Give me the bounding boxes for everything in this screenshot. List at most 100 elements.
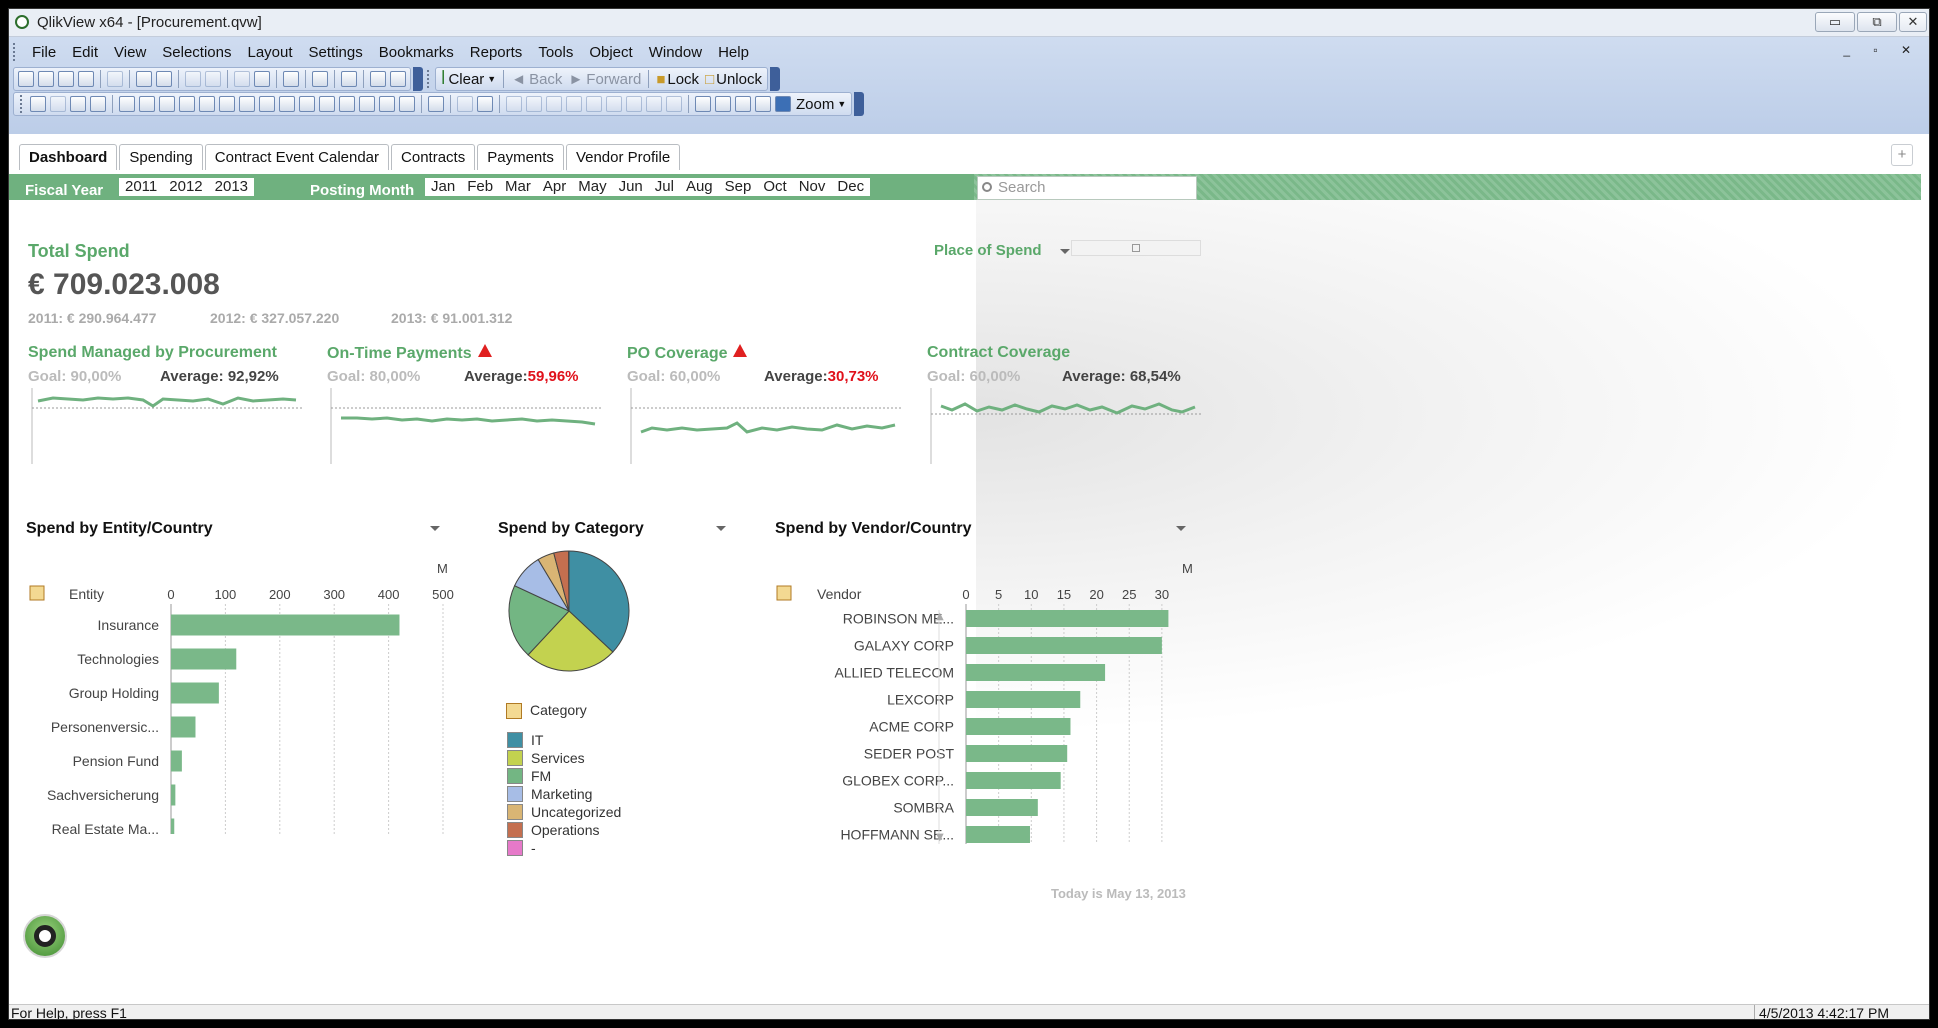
statistics-box-icon[interactable] — [139, 96, 155, 112]
toolbar-grip[interactable] — [427, 70, 431, 88]
align-bottom-icon[interactable] — [606, 96, 622, 112]
find-icon[interactable] — [234, 71, 250, 87]
search-object-icon[interactable] — [359, 96, 375, 112]
search-input[interactable]: Search — [977, 176, 1197, 200]
move-sheet-icon[interactable] — [70, 96, 86, 112]
checkbox-icon[interactable] — [1132, 244, 1140, 252]
month-apr[interactable]: Apr — [542, 178, 567, 195]
document-properties-icon[interactable] — [90, 96, 106, 112]
tab-vendor-profile[interactable]: Vendor Profile — [565, 144, 681, 170]
same-width-icon[interactable] — [666, 96, 682, 112]
add-sheet-button[interactable]: + — [1891, 144, 1913, 166]
variable-icon[interactable] — [715, 96, 731, 112]
menu-window[interactable]: Window — [648, 43, 703, 61]
format-painter-icon[interactable] — [457, 96, 473, 112]
menu-object[interactable]: Object — [589, 43, 633, 61]
toolbar-grip[interactable] — [20, 95, 24, 113]
export-icon[interactable] — [156, 71, 172, 87]
zoom-icon[interactable] — [775, 96, 791, 112]
edit-script-icon[interactable] — [136, 71, 152, 87]
multibox-icon[interactable] — [159, 96, 175, 112]
sort-icon[interactable] — [506, 703, 522, 719]
tab-spending[interactable]: Spending — [119, 144, 203, 170]
help-icon[interactable] — [370, 71, 386, 87]
undo-icon[interactable] — [185, 71, 201, 87]
lock-button[interactable]: ■ Lock — [653, 71, 702, 88]
slider-object-icon[interactable] — [319, 96, 335, 112]
toolbar-options-chevron[interactable] — [413, 67, 423, 91]
space-vertical-icon[interactable] — [646, 96, 662, 112]
grid-icon[interactable] — [477, 96, 493, 112]
month-jun[interactable]: Jun — [618, 178, 643, 195]
current-selections-icon[interactable] — [239, 96, 255, 112]
reload-icon[interactable] — [58, 71, 74, 87]
menu-view[interactable]: View — [114, 43, 147, 61]
legend-item[interactable]: IT — [507, 732, 543, 748]
menu-selections[interactable]: Selections — [162, 43, 232, 61]
save-icon[interactable] — [78, 71, 94, 87]
legend-item[interactable]: Uncategorized — [507, 804, 621, 820]
new-icon[interactable] — [18, 71, 34, 87]
menu-settings[interactable]: Settings — [308, 43, 363, 61]
chart-wizard-icon[interactable] — [283, 71, 299, 87]
month-dec[interactable]: Dec — [837, 178, 865, 195]
tab-dashboard[interactable]: Dashboard — [19, 144, 118, 170]
month-sep[interactable]: Sep — [724, 178, 752, 195]
vendor-bar-chart[interactable]: M Vendor 0 5 10 15 20 25 30 ROBINSON ME... GALAXY … — [773, 544, 1193, 844]
menu-reports[interactable]: Reports — [469, 43, 523, 61]
new-sheet-icon[interactable] — [30, 96, 46, 112]
place-of-spend-listbox[interactable] — [1071, 240, 1201, 256]
year-2011[interactable]: 2011 — [125, 178, 158, 195]
menu-help[interactable]: Help — [718, 43, 749, 61]
bookmark-star-icon[interactable] — [312, 71, 328, 87]
kpi-po-coverage[interactable]: PO Coverage Goal: 60,00% Average:30,73% — [627, 344, 927, 474]
align-middle-icon[interactable] — [586, 96, 602, 112]
properties-icon[interactable] — [341, 71, 357, 87]
minimize-button[interactable]: ▭ — [1815, 12, 1855, 32]
month-jan[interactable]: Jan — [431, 178, 456, 195]
legend-item[interactable]: Marketing — [507, 786, 592, 802]
entity-bar-chart[interactable]: M Entity 0 100 200 300 400 500 Insurance Technolo… — [26, 544, 466, 834]
redo-icon[interactable] — [205, 71, 221, 87]
bookmark-object-icon[interactable] — [339, 96, 355, 112]
month-may[interactable]: May — [578, 178, 607, 195]
chevron-down-icon[interactable] — [1176, 526, 1186, 531]
kpi-spend-managed[interactable]: Spend Managed by Procurement Goal: 90,00… — [28, 344, 328, 474]
menu-tools[interactable]: Tools — [538, 43, 574, 61]
year-2012[interactable]: 2012 — [169, 178, 203, 195]
container-icon[interactable] — [379, 96, 395, 112]
tab-payments[interactable]: Payments — [477, 144, 564, 170]
legend-item[interactable]: FM — [507, 768, 551, 784]
category-pie-chart[interactable] — [504, 546, 634, 676]
print-icon[interactable] — [107, 71, 123, 87]
listbox-icon[interactable] — [119, 96, 135, 112]
chevron-down-icon[interactable] — [1060, 249, 1070, 254]
server-objects-icon[interactable] — [428, 96, 444, 112]
clear-button[interactable]: ꟾ Clear ▼ — [438, 70, 499, 89]
custom-object-icon[interactable] — [399, 96, 415, 112]
year-2013[interactable]: 2013 — [214, 178, 249, 195]
chart-icon[interactable] — [199, 96, 215, 112]
month-jul[interactable]: Jul — [654, 178, 674, 195]
back-button[interactable]: ◄ Back — [508, 71, 565, 88]
month-nov[interactable]: Nov — [798, 178, 826, 195]
menu-bookmarks[interactable]: Bookmarks — [378, 43, 454, 61]
line-arrow-icon[interactable] — [299, 96, 315, 112]
month-feb[interactable]: Feb — [467, 178, 494, 195]
table-viewer-icon[interactable] — [755, 96, 771, 112]
align-top-icon[interactable] — [566, 96, 582, 112]
context-help-icon[interactable] — [390, 71, 406, 87]
sheet-properties-icon[interactable] — [50, 96, 66, 112]
unlock-button[interactable]: □ Unlock — [702, 71, 765, 88]
forward-button[interactable]: ► Forward — [565, 71, 644, 88]
open-icon[interactable] — [38, 71, 54, 87]
alerts-icon[interactable] — [735, 96, 751, 112]
month-aug[interactable]: Aug — [685, 178, 713, 195]
edit-expression-icon[interactable] — [695, 96, 711, 112]
document-window-controls[interactable]: _ ▫ ✕ — [1843, 43, 1921, 57]
menu-edit[interactable]: Edit — [72, 43, 99, 61]
align-left-icon[interactable] — [506, 96, 522, 112]
check-icon[interactable] — [254, 71, 270, 87]
toolbar-options-chevron[interactable] — [854, 92, 865, 116]
button-object-icon[interactable] — [259, 96, 275, 112]
